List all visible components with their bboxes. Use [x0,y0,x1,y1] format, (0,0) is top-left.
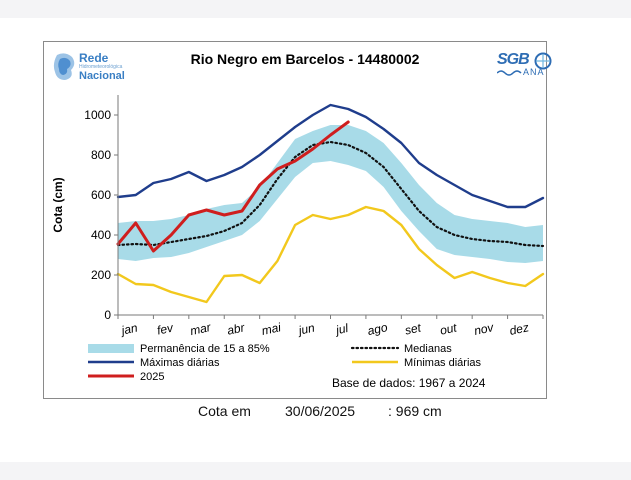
top-band [0,0,631,18]
legend-median: Medianas [350,343,452,355]
legend-band-swatch [88,344,134,353]
series-line-0 [116,140,545,248]
legend-min-label: Mínimas diárias [404,357,482,369]
band-area [118,125,543,263]
base-dados-label: Base de dados: 1967 a 2024 [332,376,486,390]
x-tick-label-dez: dez [508,320,530,338]
y-tick-label-0: 0 [104,308,111,322]
footer-date: 30/06/2025 [285,403,356,419]
rhn-logo-icon [53,53,75,80]
ana-logo-text: ANA [523,67,545,77]
x-tick-label-jan: jan [118,321,139,339]
y-tick-label-400: 400 [91,228,111,242]
legend-max: Máximas diárias [88,357,220,369]
axes: 0 200 400 600 800 1000 Cota (cm) jan fev mar abr ma… [51,95,544,339]
rhn-logo-text-2: Nacional [79,70,125,82]
chart-title: Rio Negro em Barcelos - 14480002 [190,51,420,67]
rhn-logo-text-sub: Hidrometeorológica [79,64,123,70]
y-tick-label-600: 600 [91,188,111,202]
sgb-logo-text: SGB [497,51,530,68]
footer-label: Cota em [198,403,251,419]
x-tick-label-mar: mar [189,320,213,338]
x-tick-label-set: set [404,320,423,337]
x-tick-label-jun: jun [295,321,316,339]
plot-area [116,103,545,304]
x-tick-label-ago: ago [366,320,389,338]
sgb-globe-icon [534,52,552,70]
x-tick-label-abr: abr [226,320,247,338]
sgb-ana-logo: SGB ANA [495,51,560,81]
legend-band-label: Permanência de 15 a 85% [140,343,270,355]
rhn-logo: Rede Hidrometeorológica Nacional [52,52,142,86]
x-tick-label-out: out [439,320,459,337]
footer-value: : 969 cm [388,403,442,419]
series-line-1 [116,103,545,209]
legend-median-label: Medianas [404,343,452,355]
series-line-2 [116,205,545,304]
legend-2025-label: 2025 [140,371,164,383]
bottom-band [0,462,631,480]
legend-max-label: Máximas diárias [140,357,220,369]
y-axis-label: Cota (cm) [51,177,65,232]
y-tick-label-800: 800 [91,148,111,162]
x-tick-label-jul: jul [333,321,350,338]
x-tick-label-nov: nov [473,320,496,338]
legend: Permanência de 15 a 85% Máximas diárias 20… [88,343,486,390]
series-line-3 [116,120,350,253]
x-tick-label-mai: mai [260,320,282,338]
legend-2025: 2025 [88,371,164,383]
y-tick-label-200: 200 [91,268,111,282]
wave-icon [497,70,522,76]
x-tick-label-fev: fev [156,320,176,337]
legend-band: Permanência de 15 a 85% [88,343,270,355]
rhn-logo-text-1: Rede [79,51,109,65]
y-tick-label-1000: 1000 [84,108,111,122]
legend-min: Mínimas diárias [352,357,482,369]
